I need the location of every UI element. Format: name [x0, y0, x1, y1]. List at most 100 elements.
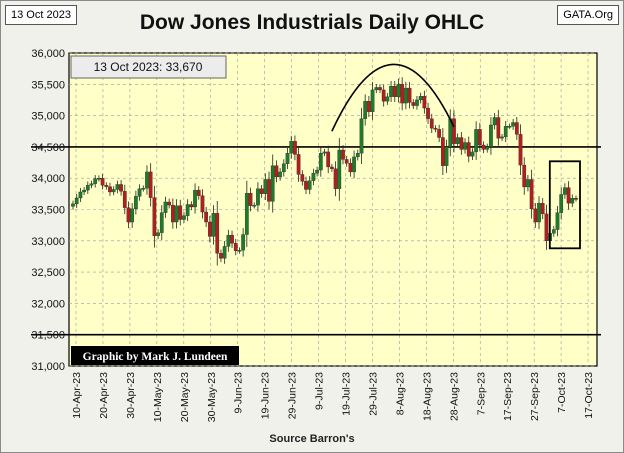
x-tick-label: 19-Jun-23: [260, 372, 272, 419]
ohlc-body: [485, 146, 490, 150]
ohlc-body: [311, 173, 316, 181]
x-axis: 10-Apr-23 20-Apr-23 30-Apr-23 10-May-23 20-M…: [71, 372, 595, 422]
ohlc-body: [300, 174, 305, 182]
ohlc-body: [418, 96, 423, 101]
ohlc-body: [433, 127, 438, 130]
ohlc-body: [307, 180, 312, 190]
y-tick-label: 34,500: [31, 142, 65, 154]
x-tick-label: 10-May-23: [152, 372, 164, 422]
x-tick-label: 28-Aug-23: [448, 372, 460, 421]
ohlc-body: [481, 144, 486, 150]
ohlc-body: [563, 187, 567, 195]
ohlc-body: [466, 142, 471, 157]
x-tick-label: 29-Jul-23: [367, 372, 379, 416]
ohlc-body: [248, 193, 253, 206]
reference-lines: [31, 146, 601, 336]
ohlc-body: [389, 86, 393, 97]
x-tick-label: 17-Oct-23: [583, 372, 595, 419]
ohlc-body: [407, 87, 412, 103]
ohlc-body: [544, 213, 549, 241]
ohlc-body: [285, 153, 290, 164]
x-tick-label: 30-Apr-23: [125, 372, 137, 419]
ohlc-body: [122, 191, 127, 208]
ohlc-body: [500, 136, 504, 139]
ohlc-body: [289, 141, 294, 154]
ohlc-body: [559, 194, 564, 213]
ohlc-body: [263, 179, 268, 194]
ohlc-body: [348, 163, 353, 173]
ohlc-body: [455, 137, 460, 144]
chart-title: Dow Jones Industrials Daily OHLC: [139, 11, 485, 34]
ohlc-body: [426, 107, 430, 119]
ohlc-body: [459, 137, 464, 150]
ohlc-body: [241, 234, 245, 251]
ohlc-body: [126, 207, 131, 223]
ohlc-body: [259, 188, 264, 194]
ohlc-body: [233, 243, 238, 251]
ohlc-body: [185, 204, 190, 216]
recent-highlight-box: [548, 160, 581, 250]
source-label: Source Barron's: [269, 433, 355, 445]
ohlc-body: [244, 193, 249, 235]
ohlc-body: [196, 189, 201, 196]
ohlc-body: [226, 235, 231, 247]
ohlc-body: [237, 250, 242, 252]
x-tick-label: 10-Apr-23: [71, 372, 83, 419]
ohlc-body: [574, 198, 578, 200]
ohlc-body: [355, 153, 360, 158]
ohlc-body: [281, 163, 286, 173]
ohlc-body: [326, 151, 331, 168]
callout-box: [70, 55, 227, 79]
ohlc-body: [93, 178, 98, 184]
date-badge: 13 Oct 2023: [5, 5, 77, 25]
ohlc-body: [540, 203, 545, 215]
ohlc-body: [119, 184, 123, 192]
ohlc-body: [489, 124, 493, 148]
x-tick-label: 19-Jul-23: [341, 372, 353, 416]
ohlc-body: [278, 171, 282, 178]
y-tick-label: 35,000: [31, 111, 65, 123]
x-tick-label: 17-Sep-23: [502, 372, 514, 421]
ohlc-body: [363, 101, 368, 119]
ohlc-body: [526, 179, 530, 188]
ohlc-body: [89, 183, 94, 186]
ohlc-body: [200, 195, 205, 213]
ohlc-body: [415, 99, 419, 106]
ohlc-body: [537, 203, 541, 223]
ohlc-body: [404, 87, 408, 104]
ohlc-body: [470, 151, 475, 157]
ohlc-body: [141, 188, 146, 190]
ohlc-body: [533, 208, 538, 223]
ohlc-body: [555, 212, 560, 230]
ohlc-body: [215, 213, 220, 254]
ohlc-body: [318, 153, 323, 171]
ohlc-body: [507, 126, 512, 128]
ohlc-body: [134, 196, 138, 210]
ohlc-body: [570, 198, 575, 204]
ohlc-body: [256, 188, 260, 206]
ohlc-body: [514, 122, 519, 135]
ohlc-body: [189, 204, 194, 208]
ohlc-body: [385, 96, 390, 102]
ohlc-body: [518, 134, 523, 166]
ohlc-body: [452, 118, 456, 144]
ohlc-body: [322, 151, 327, 154]
ohlc-body: [503, 126, 508, 138]
ohlc-body: [474, 129, 478, 153]
ohlc-body: [492, 117, 497, 126]
y-tick-label: 33,000: [31, 236, 65, 248]
ohlc-body: [315, 169, 319, 174]
ohlc-body: [115, 184, 120, 190]
y-axis: 31,000 31,500 32,000 32,500 33,000 33,500 34,0…: [31, 48, 65, 373]
ohlc-body: [130, 208, 135, 223]
ohlc-body: [463, 142, 467, 150]
x-tick-label: 30-May-23: [206, 372, 218, 422]
callout-text: 13 Oct 2023: 33,670: [94, 60, 203, 74]
ohlc-body: [78, 191, 83, 199]
ohlc-body: [522, 164, 527, 188]
ohlc-body: [444, 146, 449, 166]
ohlc-body: [511, 122, 515, 127]
ohlc-body: [396, 84, 401, 97]
ohlc-body: [85, 185, 90, 191]
